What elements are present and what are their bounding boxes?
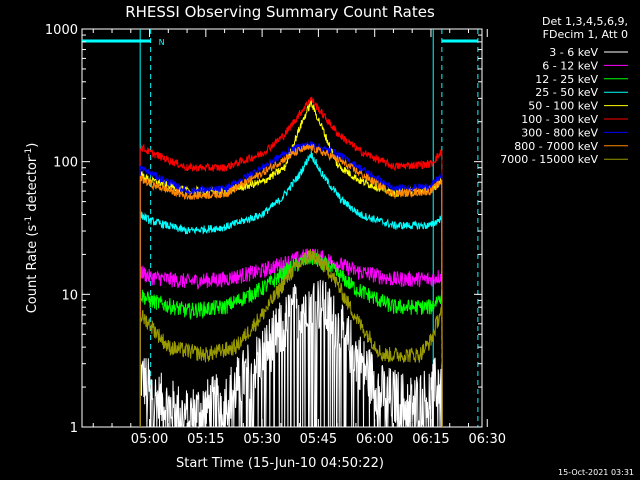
series-line — [139, 96, 443, 428]
x-tick-label: 05:30 — [243, 432, 280, 447]
y-tick-label: 10 — [61, 288, 78, 303]
series-line — [139, 151, 443, 428]
y-axis-label-mid: detector — [25, 156, 40, 216]
x-tick-label: 06:00 — [356, 432, 393, 447]
legend-label: 6 - 12 keV — [542, 59, 598, 72]
x-tick-label: 06:30 — [469, 432, 506, 447]
legend-label: 25 - 50 keV — [535, 86, 598, 99]
series-line — [139, 143, 443, 428]
y-tick-label: 1000 — [45, 23, 78, 38]
y-tick-label: 100 — [53, 156, 78, 171]
y-axis-label: Count Rate (s-1 detector-1) — [24, 143, 40, 314]
legend-label: 3 - 6 keV — [549, 46, 598, 59]
night-marker-label: N — [159, 38, 165, 47]
x-tick-label: 05:45 — [300, 432, 337, 447]
legend-label: 300 - 800 keV — [521, 126, 598, 139]
x-axis-label: Start Time (15-Jun-10 04:50:22) — [176, 456, 384, 471]
legend-label: 50 - 100 keV — [528, 100, 598, 113]
x-tick-label: 05:00 — [131, 432, 168, 447]
x-tick-label: 06:15 — [412, 432, 449, 447]
legend-label: 100 - 300 keV — [521, 113, 598, 126]
y-axis-ticks: 1 10 100 1000 — [45, 23, 482, 436]
legend-label: 7000 - 15000 keV — [500, 153, 598, 166]
x-axis-ticks: 05:00 05:15 05:30 05:45 06:00 06:15 06:30 — [92, 29, 506, 447]
plot-area: N 05:00 05:15 05:30 05:45 06:00 06:15 06:30 11… — [45, 23, 506, 447]
series-line — [139, 248, 443, 428]
series-line — [139, 249, 443, 428]
y-tick-label: 1 — [70, 421, 78, 436]
y-axis-label-sup1: -1 — [24, 216, 34, 225]
legend-label: 800 - 7000 keV — [514, 140, 598, 153]
series-line — [139, 279, 443, 429]
chart-title: RHESSI Observing Summary Count Rates — [125, 3, 435, 21]
legend-header-line-1: Det 1,3,4,5,6,9, — [542, 15, 628, 28]
legend-header-line-2: FDecim 1, Att 0 — [543, 28, 628, 41]
y-axis-label-end: ) — [25, 143, 40, 148]
y-axis-label-sup2: -1 — [24, 148, 34, 157]
y-axis-label-main: Count Rate (s — [25, 225, 40, 314]
footer-date: 15-Oct-2021 03:31 — [558, 468, 634, 477]
series-layer — [139, 96, 443, 429]
legend: Det 1,3,4,5,6,9, FDecim 1, Att 0 3 - 6 k… — [500, 15, 628, 166]
x-tick-label: 05:15 — [187, 432, 224, 447]
legend-label: 12 - 25 keV — [535, 73, 598, 86]
